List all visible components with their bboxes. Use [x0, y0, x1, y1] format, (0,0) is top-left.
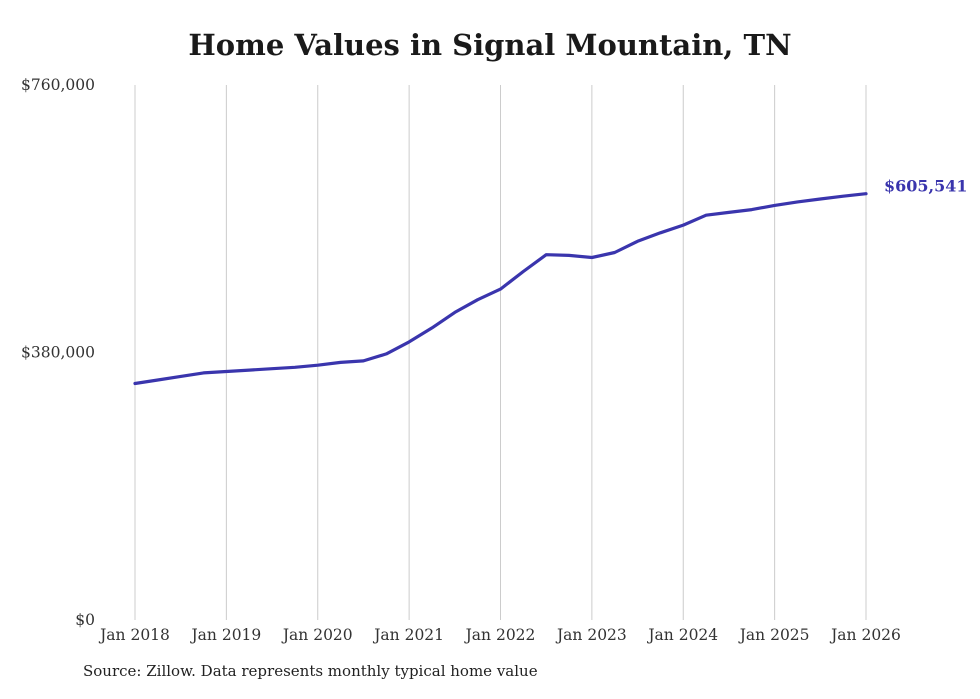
- x-tick-label: Jan 2023: [555, 626, 627, 644]
- y-tick-label: $380,000: [21, 344, 95, 362]
- x-tick-label: Jan 2024: [646, 626, 718, 644]
- home-value-line: [133, 192, 868, 386]
- source-note: Source: Zillow. Data represents monthly …: [83, 662, 538, 680]
- end-value-label: $605,541: [884, 177, 968, 196]
- chart-title: Home Values in Signal Mountain, TN: [188, 28, 792, 62]
- x-tick-label: Jan 2019: [189, 626, 261, 644]
- x-tick-label: Jan 2018: [98, 626, 170, 644]
- x-tick-label: Jan 2025: [738, 626, 810, 644]
- x-tick-label: Jan 2022: [464, 626, 536, 644]
- x-tick-label: Jan 2020: [281, 626, 353, 644]
- y-tick-label: $760,000: [21, 76, 95, 94]
- y-tick-label: $0: [75, 611, 95, 629]
- x-tick-label: Jan 2026: [829, 626, 901, 644]
- x-tick-label: Jan 2021: [372, 626, 444, 644]
